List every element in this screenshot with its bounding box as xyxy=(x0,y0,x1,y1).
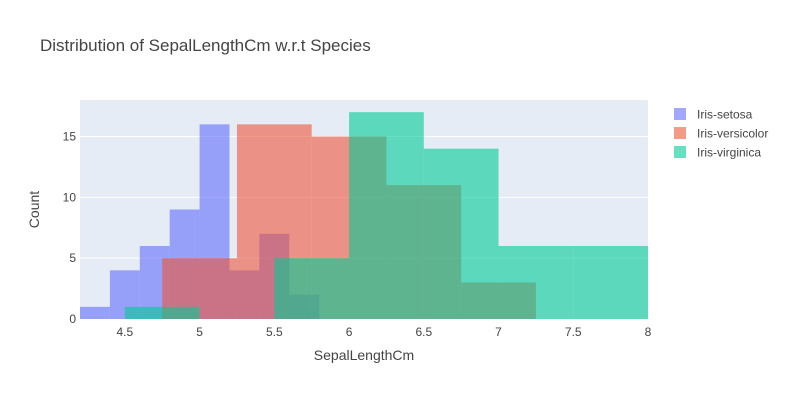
bar-iris-setosa-0[interactable] xyxy=(80,306,110,319)
y-tick-label: 10 xyxy=(63,190,77,204)
x-tick-label: 5.5 xyxy=(266,325,283,339)
bar-iris-virginica-0[interactable] xyxy=(124,306,200,319)
legend-item-iris-setosa[interactable]: Iris-setosa xyxy=(674,108,753,122)
bar-iris-virginica-3[interactable] xyxy=(423,148,499,319)
legend-label: Iris-setosa xyxy=(697,108,753,122)
x-axis-ticks: 4.5 5 5.5 6 6.5 7 7.5 8 xyxy=(116,325,651,339)
bar-iris-virginica-1[interactable] xyxy=(274,258,350,319)
legend-item-iris-versicolor[interactable]: Iris-versicolor xyxy=(674,127,768,141)
x-tick-label: 7.5 xyxy=(565,325,582,339)
y-tick-label: 5 xyxy=(69,251,76,265)
y-tick-label: 15 xyxy=(63,130,77,144)
legend-swatch xyxy=(674,108,686,120)
legend-swatch xyxy=(674,146,686,158)
x-tick-label: 5 xyxy=(196,325,203,339)
x-tick-label: 7 xyxy=(495,325,502,339)
bar-iris-virginica-2[interactable] xyxy=(349,112,424,320)
y-tick-label: 0 xyxy=(69,312,76,326)
x-tick-label: 8 xyxy=(645,325,652,339)
bars-layer xyxy=(80,112,648,320)
x-tick-label: 4.5 xyxy=(116,325,133,339)
y-axis-label: Count xyxy=(26,191,42,228)
legend: Iris-setosa Iris-versicolor Iris-virginica xyxy=(674,108,768,160)
chart-title: Distribution of SepalLengthCm w.r.t Spec… xyxy=(40,36,371,55)
legend-item-iris-virginica[interactable]: Iris-virginica xyxy=(674,146,761,160)
x-axis-label: SepalLengthCm xyxy=(314,347,414,363)
legend-swatch xyxy=(674,127,686,139)
x-tick-label: 6.5 xyxy=(415,325,432,339)
legend-label: Iris-virginica xyxy=(697,146,761,160)
bar-iris-virginica-4[interactable] xyxy=(498,246,574,319)
y-axis-ticks: 0 5 10 15 xyxy=(63,130,77,327)
x-tick-label: 6 xyxy=(346,325,353,339)
legend-label: Iris-versicolor xyxy=(697,127,768,141)
bar-iris-virginica-5[interactable] xyxy=(573,246,648,319)
